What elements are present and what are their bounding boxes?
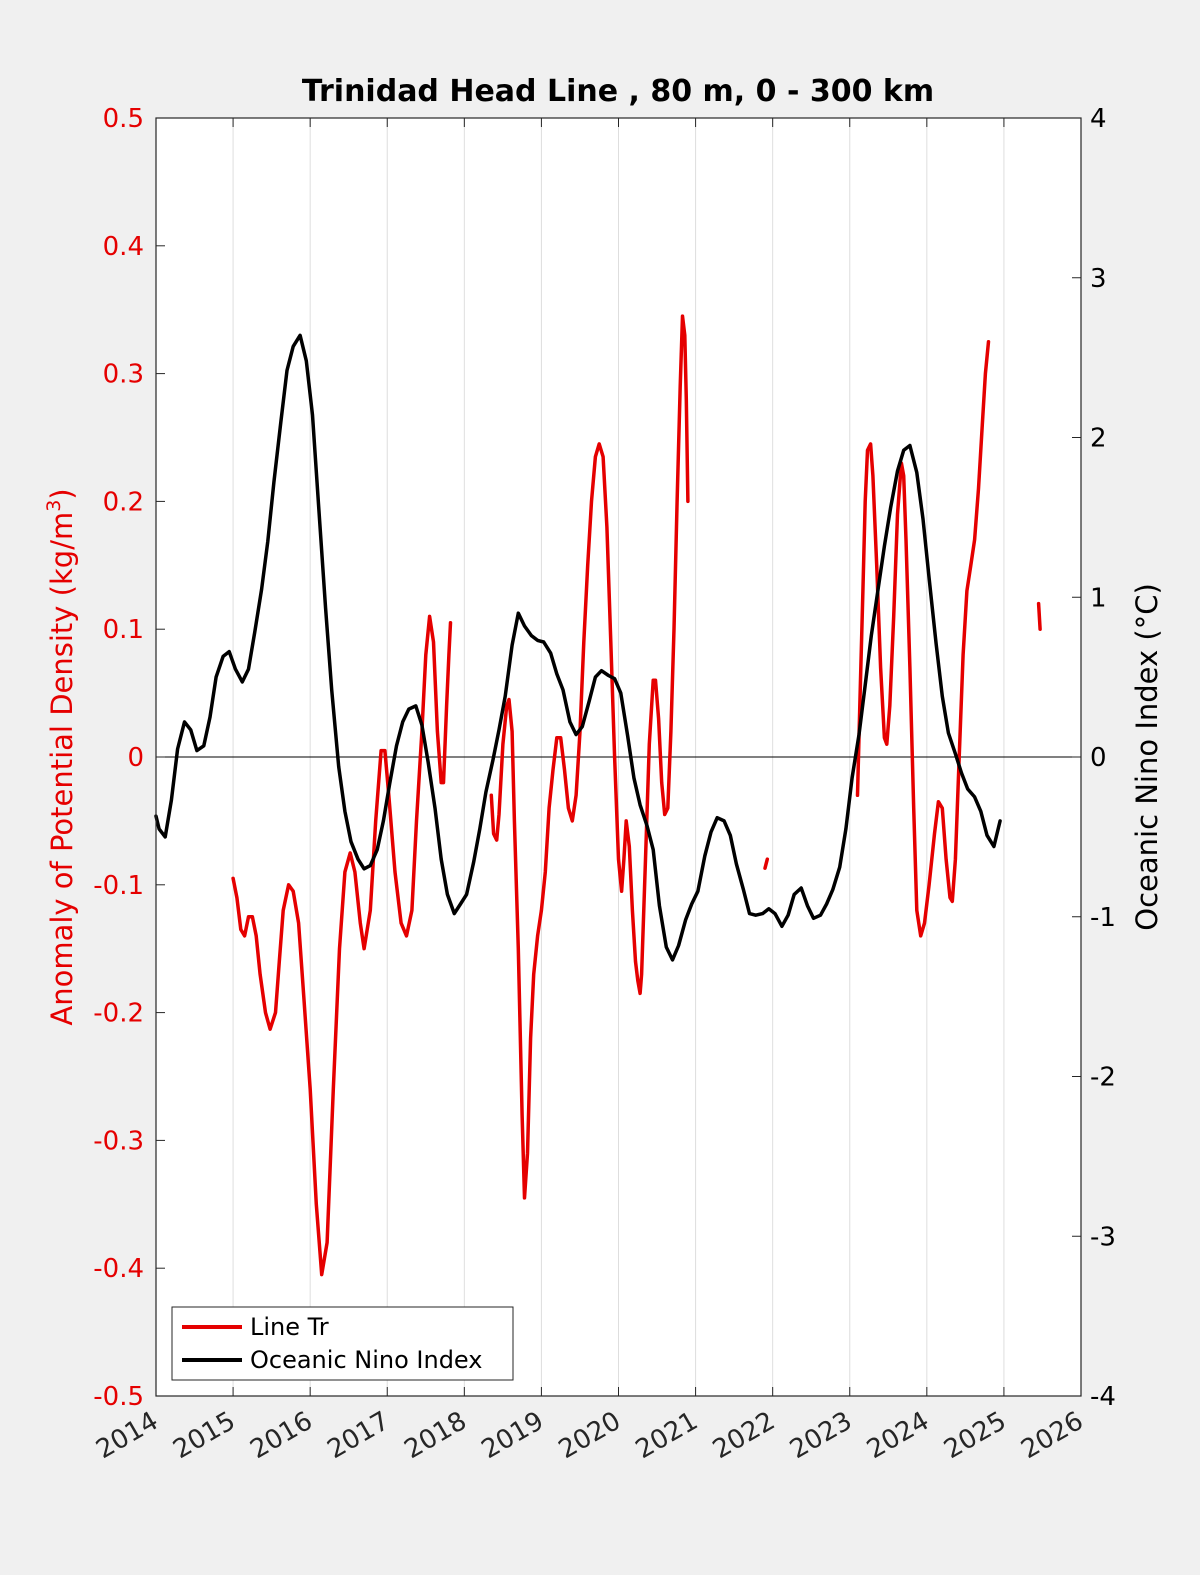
series-line-tr-segment-3	[855, 339, 991, 938]
y-left-tick-label--0.1: -0.1	[93, 871, 144, 901]
y-right-tick-label-1: 1	[1090, 583, 1107, 613]
series-line-tr-segment-1	[489, 314, 690, 1200]
y-left-tick-label--0.3: -0.3	[93, 1126, 144, 1156]
y-axis-left-label-main: Anomaly of Potential Density (kg/m	[45, 512, 79, 1026]
y-right-tick-label-2: 2	[1090, 424, 1107, 454]
y-right-tick-label--4: -4	[1090, 1382, 1116, 1412]
y-left-tick-label-0.4: 0.4	[103, 232, 144, 262]
y-left-tick-label--0.5: -0.5	[93, 1382, 144, 1412]
series-line-tr-segment-0	[231, 614, 453, 1277]
y-left-tick-label-0.3: 0.3	[103, 360, 144, 390]
legend-box	[171, 1306, 514, 1381]
y-left-tick-label-0.2: 0.2	[103, 487, 144, 517]
y-right-tick-label--1: -1	[1090, 903, 1116, 933]
legend: Line Tr Oceanic Nino Index	[171, 1306, 514, 1381]
legend-label-oni: Oceanic Nino Index	[250, 1346, 482, 1374]
series-line-tr-segment-4	[1036, 601, 1042, 631]
y-left-tick-label-0.5: 0.5	[103, 104, 144, 134]
y-axis-left-label: Anomaly of Potential Density (kg/m3)	[43, 488, 79, 1025]
series-layer	[154, 314, 1042, 1277]
y-axis-left-label-superscript: 3	[43, 500, 65, 512]
y-right-tick-label-4: 4	[1090, 104, 1107, 134]
y-left-tick-label-0: 0	[127, 743, 144, 773]
y-right-tick-label-0: 0	[1090, 743, 1107, 773]
y-left-tick-label--0.4: -0.4	[93, 1254, 144, 1284]
y-right-tick-label--3: -3	[1090, 1222, 1116, 1252]
series-line-tr-segment-2	[763, 857, 770, 870]
legend-label-line-tr: Line Tr	[250, 1313, 329, 1341]
y-left-tick-label-0.1: 0.1	[103, 615, 144, 645]
y-axis-left-label-close: )	[45, 488, 79, 499]
y-left-tick-label--0.2: -0.2	[93, 999, 144, 1029]
series-oceanic-nino-index-segment-0	[154, 333, 1002, 962]
y-axis-right-label: Oceanic Nino Index (°C)	[1130, 583, 1164, 931]
chart-title: Trinidad Head Line , 80 m, 0 - 300 km	[302, 74, 934, 109]
y-axis-left: -0.5 -0.4 -0.3 -0.2 -0.1 0 0.1 0.2 0.3 0.4 0.5	[93, 104, 165, 1412]
y-right-tick-label-3: 3	[1090, 264, 1107, 294]
y-axis-right: -4 -3 -2 -1 0 1 2 3 4	[1072, 104, 1116, 1412]
y-right-tick-label--2: -2	[1090, 1063, 1116, 1093]
